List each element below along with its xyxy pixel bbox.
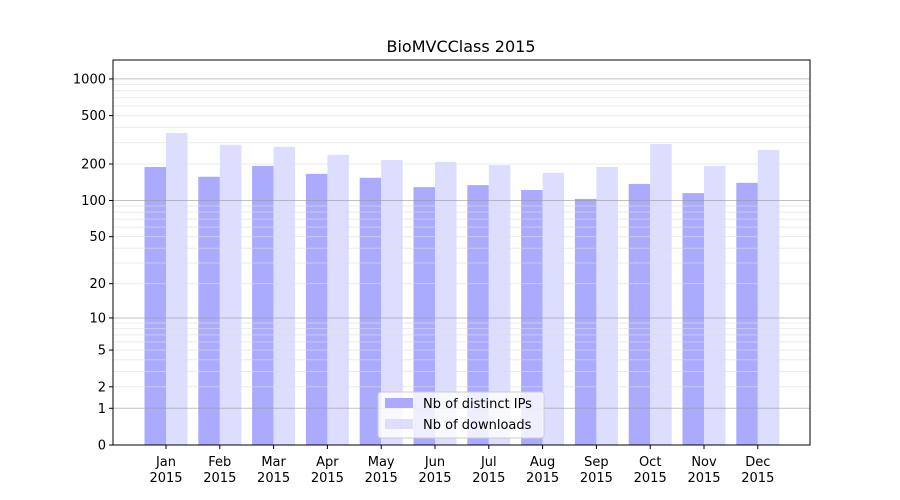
- x-tick-label: 2015: [365, 471, 398, 486]
- bar-downloads: [488, 165, 511, 446]
- bar-ips: [467, 185, 489, 446]
- bar-downloads: [435, 161, 457, 445]
- x-tick-label: 2015: [149, 471, 182, 486]
- x-tick-label: 2015: [418, 471, 451, 486]
- y-tick-label: 1000: [73, 72, 106, 87]
- y-tick-label: 200: [81, 158, 106, 173]
- bar-downloads: [381, 159, 403, 445]
- chart-title: BioMVCClass 2015: [386, 37, 535, 56]
- legend-swatch: [385, 419, 413, 429]
- x-tick-label: Apr: [316, 455, 339, 470]
- bar-downloads: [542, 172, 565, 445]
- y-tick-label: 5: [98, 344, 106, 359]
- bar-downloads: [327, 154, 349, 446]
- x-tick-label: 2015: [311, 471, 344, 486]
- x-tick-label: 2015: [580, 471, 613, 486]
- bar-downloads: [166, 132, 188, 445]
- y-tick-label: 500: [81, 109, 106, 124]
- legend-label: Nb of distinct IPs: [423, 397, 532, 412]
- bar-ips: [628, 183, 651, 445]
- legend-swatch: [385, 398, 413, 408]
- x-tick-label: 2015: [472, 471, 505, 486]
- y-tick-label: 2: [98, 380, 106, 395]
- bar-ips: [198, 176, 220, 445]
- y-tick-label: 50: [89, 230, 106, 245]
- bar-downloads: [650, 144, 672, 446]
- legend-label: Nb of downloads: [423, 418, 532, 433]
- legend: Nb of distinct IPs Nb of downloads: [377, 391, 545, 439]
- plot-frame: [112, 59, 811, 446]
- x-tick-label: 2015: [634, 471, 667, 486]
- bar-ips: [252, 165, 274, 445]
- bar-downloads: [596, 166, 618, 446]
- bar-downloads: [757, 149, 780, 445]
- bar-ips: [305, 173, 328, 445]
- x-tick-label: Feb: [208, 455, 231, 470]
- x-tick-label: 2015: [203, 471, 236, 486]
- y-tick-label: 1: [98, 402, 106, 417]
- bar-ips: [682, 193, 704, 445]
- y-tick-label: 10: [89, 311, 106, 326]
- bar-ips: [413, 187, 435, 446]
- bar-ips: [736, 182, 758, 446]
- bar-ips: [144, 166, 166, 446]
- bar-ips: [359, 177, 382, 445]
- bar-downloads: [704, 165, 726, 445]
- x-tick-label: Aug: [530, 455, 555, 470]
- x-tick-label: 2015: [257, 471, 290, 486]
- bar-downloads: [219, 144, 242, 445]
- x-tick-label: Dec: [745, 455, 770, 470]
- x-tick-label: 2015: [741, 471, 774, 486]
- x-tick-label: Jan: [155, 455, 176, 470]
- bar-downloads: [273, 146, 296, 445]
- x-tick-label: Jun: [424, 455, 445, 470]
- x-tick-label: 2015: [687, 471, 720, 486]
- y-tick-label: 0: [98, 439, 106, 454]
- x-tick-label: Sep: [584, 455, 609, 470]
- x-tick-label: Oct: [639, 455, 661, 470]
- x-tick-label: 2015: [526, 471, 559, 486]
- legend-box: [377, 391, 545, 439]
- x-tick-label: May: [368, 455, 395, 470]
- x-tick-label: Mar: [261, 455, 286, 470]
- x-tick-label: Jul: [480, 455, 497, 470]
- bar-ips: [574, 198, 597, 445]
- y-tick-label: 20: [89, 277, 106, 292]
- x-tick-label: Nov: [691, 455, 717, 470]
- y-tick-label: 100: [81, 194, 106, 209]
